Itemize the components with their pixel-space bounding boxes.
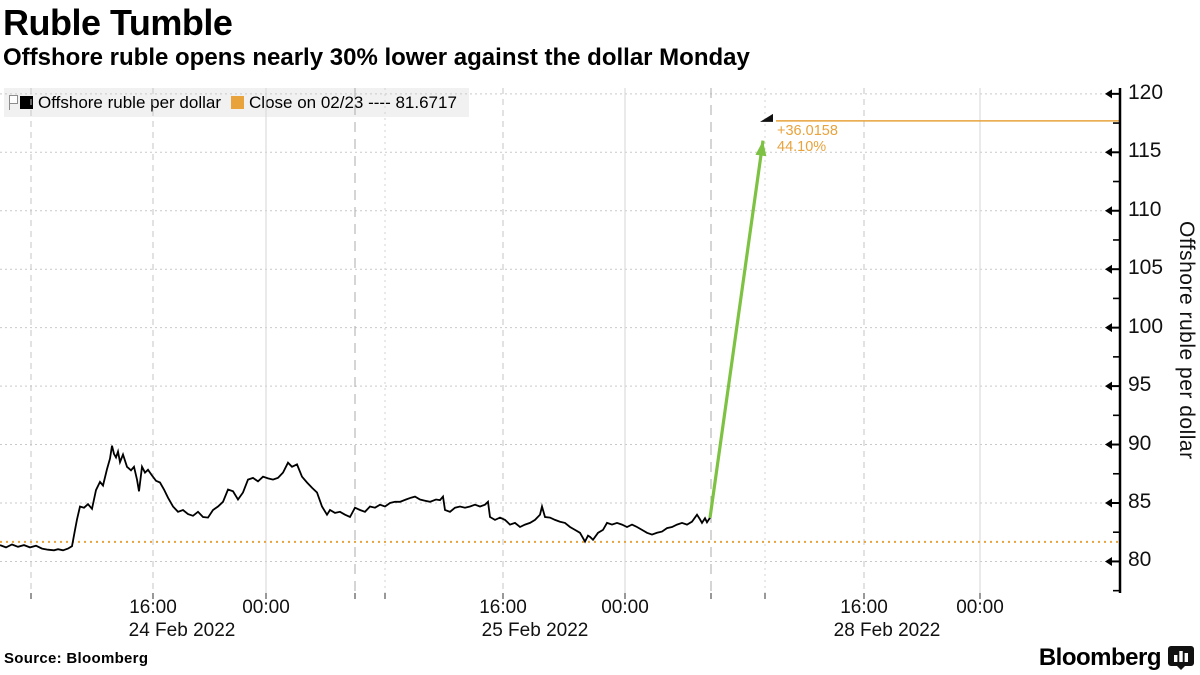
x-tick-label: 00:00 <box>956 597 1004 618</box>
jump-arrowhead <box>755 140 767 157</box>
y-tick-label: 110 <box>1128 197 1162 221</box>
y-tick-label: 90 <box>1128 431 1152 455</box>
y-tick-label: 100 <box>1128 314 1164 338</box>
annotation-flag-icon <box>8 94 18 111</box>
y-tick-label: 105 <box>1128 256 1164 280</box>
jump-change-pct: 44.10% <box>777 138 827 155</box>
jump-arrow-line <box>708 140 765 519</box>
y-major-tick-arrow <box>1105 556 1112 566</box>
x-date-label: 25 Feb 2022 <box>481 620 589 641</box>
y-major-tick-arrow <box>1105 264 1112 274</box>
y-major-tick-arrow <box>1105 440 1112 450</box>
y-major-tick-arrow <box>1105 147 1112 157</box>
plot-svg <box>0 88 1122 599</box>
page-subtitle: Offshore ruble opens nearly 30% lower ag… <box>3 44 750 71</box>
y-major-tick-arrow <box>1105 498 1112 508</box>
y-major-tick-arrow <box>1105 323 1112 333</box>
y-tick-label: 115 <box>1128 139 1162 163</box>
x-tick-label: 00:00 <box>242 597 290 618</box>
bloomberg-wordmark: Bloomberg <box>1038 644 1162 671</box>
jump-change-abs: +36.0158 <box>777 123 838 139</box>
page-title: Ruble Tumble <box>3 2 233 43</box>
legend: Offshore ruble per dollar Close on 02/23… <box>4 88 469 117</box>
x-tick-label: 16:00 <box>840 597 888 618</box>
y-tick-label: 80 <box>1128 548 1152 572</box>
legend-close-label: Close on 02/23 ---- 81.6717 <box>249 92 457 112</box>
series-marker-icon <box>20 96 33 109</box>
legend-series-label: Offshore ruble per dollar <box>38 92 222 112</box>
bloomberg-chart-icon <box>1168 646 1194 670</box>
x-date-label: 28 Feb 2022 <box>833 620 941 641</box>
y-axis-title: Offshore ruble per dollar <box>1175 221 1198 460</box>
y-major-tick-arrow <box>1105 89 1112 99</box>
x-tick-label: 16:00 <box>479 597 527 618</box>
y-major-tick-arrow <box>1105 206 1112 216</box>
x-tick-label: 16:00 <box>129 597 177 618</box>
last-value-marker <box>760 113 773 122</box>
y-tick-label: 95 <box>1128 373 1152 397</box>
y-tick-label: 120 <box>1128 80 1164 104</box>
source-credit: Source: Bloomberg <box>4 650 149 667</box>
bloomberg-logo: Bloomberg <box>1039 644 1194 672</box>
price-line <box>0 445 711 552</box>
y-major-tick-arrow <box>1105 381 1112 391</box>
close-marker-icon <box>231 96 245 109</box>
x-tick-label: 00:00 <box>601 597 649 618</box>
x-date-label: 24 Feb 2022 <box>128 620 236 641</box>
jump-annotation: +36.0158 44.10% <box>777 123 838 155</box>
y-tick-label: 85 <box>1128 489 1152 513</box>
